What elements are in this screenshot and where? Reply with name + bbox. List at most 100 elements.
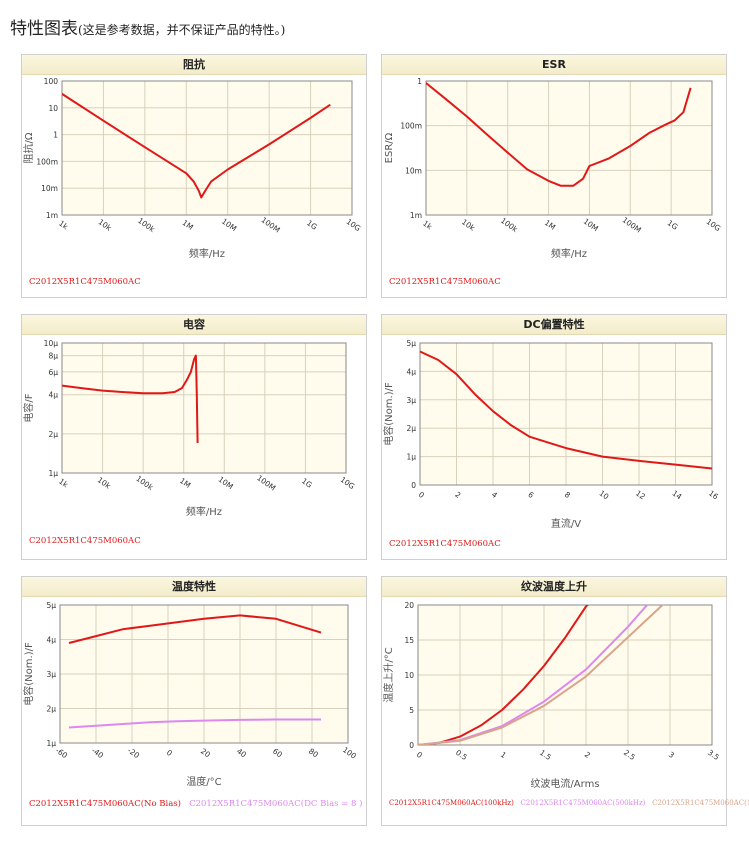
x-tick-label: 100k: [136, 216, 157, 234]
x-tick-label: 1k: [421, 219, 434, 232]
y-tick-label: 10μ: [44, 339, 59, 348]
y-tick-label: 1μ: [46, 739, 56, 748]
x-tick-label: 10k: [460, 217, 477, 233]
plot-frame: [425, 80, 713, 216]
x-tick-label: 60: [271, 747, 284, 760]
plot-area: [62, 343, 346, 473]
x-tick-label: 1G: [300, 476, 314, 490]
x-tick-label: 10M: [220, 217, 238, 234]
y-tick-label: 1m: [46, 211, 58, 220]
x-tick-label: 1M: [543, 218, 557, 232]
y-tick-label: 6μ: [48, 368, 58, 377]
page-title-note: (这是参考数据，并不保证产品的特性。): [78, 23, 286, 37]
y-tick-label: 4μ: [406, 367, 416, 376]
x-tick-label: 100k: [134, 474, 155, 492]
x-tick-label: 10G: [339, 475, 357, 491]
y-tick-label: 10m: [41, 184, 58, 193]
x-tick-label: 1: [499, 750, 508, 760]
x-tick-label: 10k: [96, 475, 113, 491]
part-number[interactable]: C2012X5R1C475M060AC: [389, 277, 501, 287]
legend-item-dc-bias[interactable]: C2012X5R1C475M060AC(DC Bias = 8 ): [189, 799, 363, 809]
x-tick-label: 1G: [305, 218, 319, 232]
x-tick-label: 1M: [178, 476, 192, 490]
series-line-1: [62, 354, 199, 444]
series-line-1: [418, 605, 589, 745]
y-tick-label: 4μ: [48, 391, 58, 400]
y-tick-label: 5μ: [406, 339, 416, 348]
chart-header: 电容: [22, 315, 366, 335]
x-tick-label: 10k: [97, 217, 114, 233]
y-tick-label: 0: [409, 741, 414, 750]
series-line-2: [68, 718, 321, 729]
chart-panel-esr: ESR 1k 10k 100k 1M 10M 100M 1G 10G 1m 10m 100m 1 频率/…: [381, 54, 727, 298]
x-tick-label: 0: [417, 490, 426, 500]
x-tick-label: 100k: [499, 216, 520, 234]
chart-header: 阻抗: [22, 55, 366, 75]
series-line-1: [62, 93, 331, 199]
dcbias-chart: 0 2 4 6 8 10 12 14 16 0 1μ 2μ 3μ 4μ 5μ 直流/V 电容(Nom.)/F: [382, 339, 720, 530]
chart-panel-dcbias: DC偏置特性 0 2 4 6 8 10 12 14 16 0 1μ 2μ 3μ 4μ 5μ 直流/V 电容(No…: [381, 314, 727, 560]
x-tick-label: 12: [634, 489, 647, 502]
part-number[interactable]: C2012X5R1C475M060AC: [29, 277, 141, 287]
ripple-chart: 0 0.5 1 1.5 2 2.5 3 3.5 0 5 10 15 20 纹波电流/Arms 温度上升/°C: [382, 601, 721, 790]
legend-item-no-bias[interactable]: C2012X5R1C475M060AC(No Bias): [29, 799, 181, 809]
x-tick-label: 3: [667, 750, 676, 760]
plot-frame: [419, 342, 713, 486]
legend-item-500khz[interactable]: C2012X5R1C475M060AC(500kHz): [520, 799, 646, 807]
x-tick-label: 1k: [57, 477, 70, 490]
x-tick-label: -60: [54, 746, 69, 761]
y-tick-label: 1: [417, 77, 422, 86]
y-axis-title: 电容/F: [22, 393, 35, 422]
x-tick-label: 10G: [345, 217, 363, 233]
part-number[interactable]: C2012X5R1C475M060AC: [29, 536, 141, 546]
y-tick-label: 4μ: [46, 636, 56, 645]
legend-item-100khz[interactable]: C2012X5R1C475M060AC(100kHz): [389, 799, 514, 807]
x-tick-label: -20: [126, 746, 141, 761]
plot-frame: [59, 604, 349, 744]
temperature-legend: C2012X5R1C475M060AC(No Bias) C2012X5R1C4…: [29, 799, 362, 809]
x-tick-label: 14: [670, 489, 683, 502]
y-tick-label: 10m: [405, 166, 422, 175]
y-tick-label: 10: [48, 104, 58, 113]
legend-item-1mhz[interactable]: C2012X5R1C475M060AC(1MHz): [652, 799, 749, 807]
y-axis-title: 电容(Nom.)/F: [382, 382, 395, 446]
temperature-chart: -60 -40 -20 0 20 40 60 80 100 1μ 2μ 3μ 4μ 5μ 温度/°C 电容(N…: [22, 601, 358, 788]
y-tick-label: 0: [411, 481, 416, 490]
x-tick-label: 10M: [217, 475, 235, 492]
series-line-1: [68, 614, 322, 644]
series-line-1: [420, 350, 712, 470]
x-axis-title: 直流/V: [551, 517, 581, 530]
plot-frame: [61, 342, 347, 474]
x-tick-label: 1k: [57, 219, 70, 232]
x-tick-label: 100M: [255, 473, 277, 492]
x-tick-label: 8: [563, 490, 572, 500]
x-tick-label: 3.5: [706, 748, 721, 762]
x-tick-label: 10M: [582, 217, 600, 234]
x-tick-label: 1M: [181, 218, 195, 232]
x-tick-label: 20: [199, 747, 212, 760]
chart-panel-capacitance: 电容 1k 10k 100k 1M 10M 100M 1G 10G 1μ 2μ 4μ 6μ 8μ 10μ 频…: [21, 314, 367, 560]
y-tick-label: 100m: [36, 157, 58, 166]
y-tick-label: 2μ: [406, 424, 416, 433]
chart-panel-ripple: 纹波温度上升 0 0.5 1 1.5 2 2.5 3 3.5 0 5 10 15 20 纹波电流/Arms…: [381, 576, 749, 826]
x-axis-title: 频率/Hz: [186, 505, 222, 518]
y-tick-label: 1μ: [406, 453, 416, 462]
x-tick-label: -40: [90, 746, 105, 761]
part-number[interactable]: C2012X5R1C475M060AC: [389, 539, 501, 549]
x-axis-title: 频率/Hz: [189, 247, 225, 260]
page-title: 特性图表(这是参考数据，并不保证产品的特性。): [10, 14, 285, 39]
x-tick-label: 16: [707, 489, 720, 502]
chart-header: 温度特性: [22, 577, 366, 597]
chart-panel-temperature: 温度特性 -60 -40 -20 0 20 40 60 80 100 1μ 2μ 3μ 4μ 5μ 温度/°…: [21, 576, 367, 826]
esr-chart: 1k 10k 100k 1M 10M 100M 1G 10G 1m 10m 100m 1 频率/Hz ES…: [384, 77, 722, 260]
ripple-legend: C2012X5R1C475M060AC(100kHz) C2012X5R1C47…: [389, 799, 749, 807]
y-tick-label: 15: [404, 636, 414, 645]
x-tick-label: 100: [341, 745, 358, 761]
chart-header: 纹波温度上升: [382, 577, 726, 597]
y-tick-label: 2μ: [46, 705, 56, 714]
x-tick-label: 4: [490, 490, 499, 500]
x-tick-label: 2.5: [622, 748, 637, 762]
y-axis-title: 电容(Nom.)/F: [22, 642, 35, 706]
x-tick-label: 100M: [621, 215, 643, 234]
x-tick-label: 80: [307, 747, 320, 760]
